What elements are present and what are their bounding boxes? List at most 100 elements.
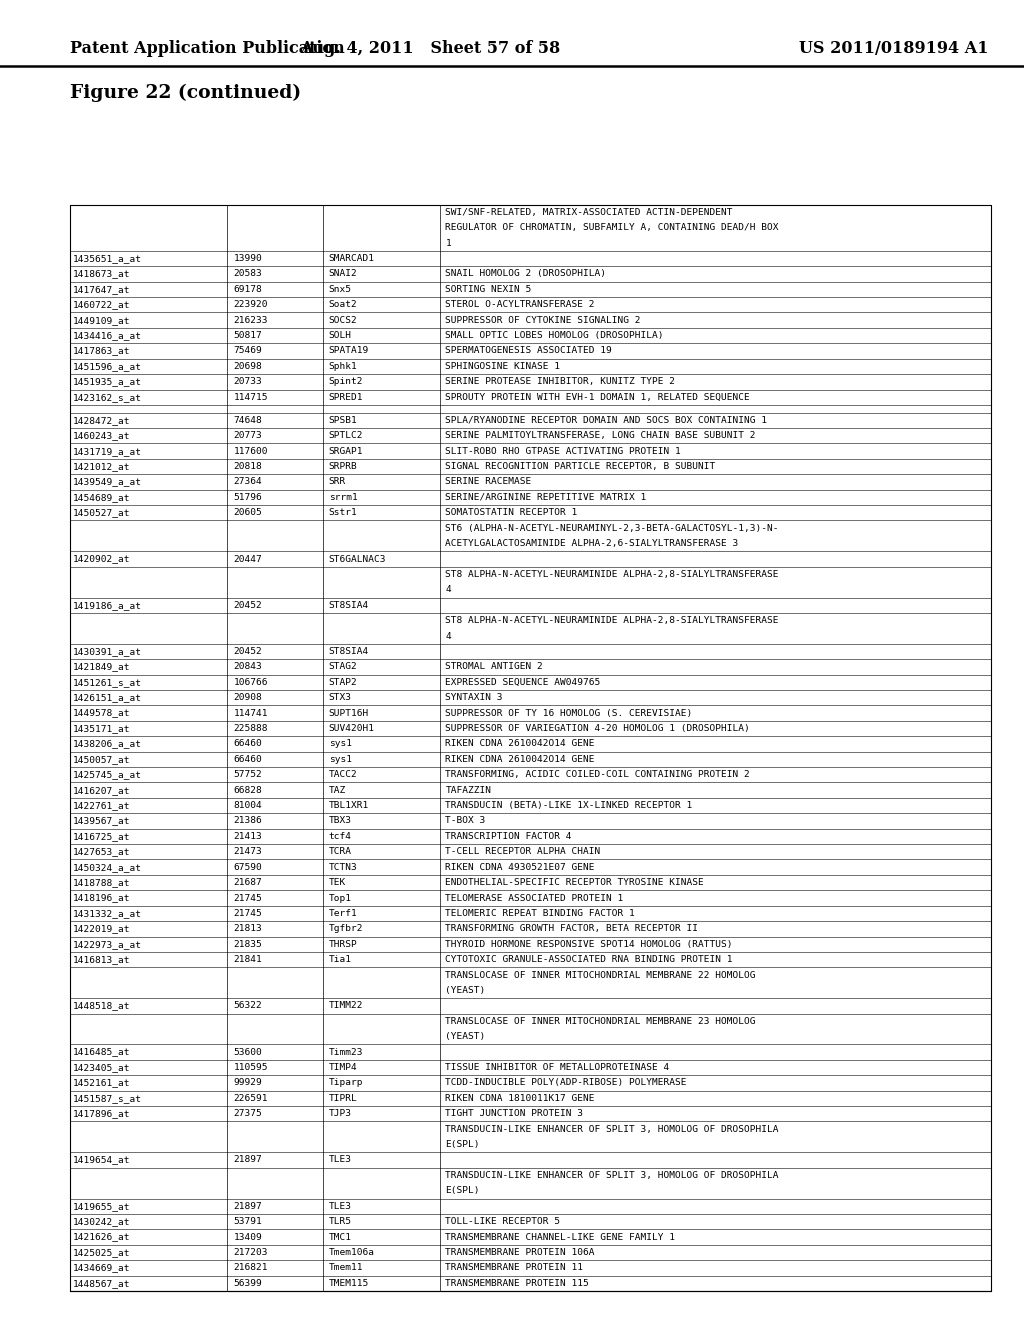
Bar — [70, 205, 991, 1291]
Text: 1422761_at: 1422761_at — [73, 801, 130, 810]
Text: Top1: Top1 — [329, 894, 351, 903]
Text: 1438206_a_at: 1438206_a_at — [73, 739, 141, 748]
Text: RIKEN CDNA 4930521E07 GENE: RIKEN CDNA 4930521E07 GENE — [445, 863, 595, 871]
Text: SIGNAL RECOGNITION PARTICLE RECEPTOR, B SUBUNIT: SIGNAL RECOGNITION PARTICLE RECEPTOR, B … — [445, 462, 716, 471]
Text: TRANSCRIPTION FACTOR 4: TRANSCRIPTION FACTOR 4 — [445, 832, 572, 841]
Text: 1428472_at: 1428472_at — [73, 416, 130, 425]
Text: Tgfbr2: Tgfbr2 — [329, 924, 364, 933]
Text: SOLH: SOLH — [329, 331, 351, 341]
Text: (YEAST): (YEAST) — [445, 986, 485, 995]
Text: 20447: 20447 — [233, 554, 262, 564]
Text: sys1: sys1 — [329, 755, 351, 764]
Text: (YEAST): (YEAST) — [445, 1032, 485, 1041]
Text: TCDD-INDUCIBLE POLY(ADP-RIBOSE) POLYMERASE: TCDD-INDUCIBLE POLY(ADP-RIBOSE) POLYMERA… — [445, 1078, 687, 1088]
Text: TACC2: TACC2 — [329, 771, 357, 779]
Text: RIKEN CDNA 1810011K17 GENE: RIKEN CDNA 1810011K17 GENE — [445, 1094, 595, 1102]
Text: sys1: sys1 — [329, 739, 351, 748]
Text: 1450527_at: 1450527_at — [73, 508, 130, 517]
Text: 21835: 21835 — [233, 940, 262, 949]
Text: STAG2: STAG2 — [329, 663, 357, 672]
Text: 1: 1 — [445, 239, 452, 248]
Text: SRGAP1: SRGAP1 — [329, 446, 364, 455]
Text: 223920: 223920 — [233, 300, 268, 309]
Text: 1439549_a_at: 1439549_a_at — [73, 478, 141, 487]
Text: 1419655_at: 1419655_at — [73, 1201, 130, 1210]
Text: TRANSDUCIN-LIKE ENHANCER OF SPLIT 3, HOMOLOG OF DROSOPHILA: TRANSDUCIN-LIKE ENHANCER OF SPLIT 3, HOM… — [445, 1171, 779, 1180]
Text: 56399: 56399 — [233, 1279, 262, 1288]
Text: Terf1: Terf1 — [329, 909, 357, 917]
Text: TBL1XR1: TBL1XR1 — [329, 801, 369, 810]
Text: TMEM115: TMEM115 — [329, 1279, 369, 1288]
Text: 1422019_at: 1422019_at — [73, 924, 130, 933]
Text: TRANSFORMING, ACIDIC COILED-COIL CONTAINING PROTEIN 2: TRANSFORMING, ACIDIC COILED-COIL CONTAIN… — [445, 771, 751, 779]
Text: ST6 (ALPHA-N-ACETYL-NEURAMINYL-2,3-BETA-GALACTOSYL-1,3)-N-: ST6 (ALPHA-N-ACETYL-NEURAMINYL-2,3-BETA-… — [445, 524, 779, 533]
Text: 66460: 66460 — [233, 739, 262, 748]
Text: RIKEN CDNA 2610042O14 GENE: RIKEN CDNA 2610042O14 GENE — [445, 755, 595, 764]
Text: 1452161_at: 1452161_at — [73, 1078, 130, 1088]
Text: 21841: 21841 — [233, 956, 262, 964]
Text: 114741: 114741 — [233, 709, 268, 718]
Text: SOCS2: SOCS2 — [329, 315, 357, 325]
Text: TLE3: TLE3 — [329, 1201, 351, 1210]
Text: 1417896_at: 1417896_at — [73, 1109, 130, 1118]
Text: 20452: 20452 — [233, 647, 262, 656]
Text: TRANSMEMBRANE PROTEIN 106A: TRANSMEMBRANE PROTEIN 106A — [445, 1247, 595, 1257]
Text: 1418788_at: 1418788_at — [73, 878, 130, 887]
Text: 1431332_a_at: 1431332_a_at — [73, 909, 141, 917]
Text: 1449578_at: 1449578_at — [73, 709, 130, 718]
Text: 1418673_at: 1418673_at — [73, 269, 130, 279]
Text: 57752: 57752 — [233, 771, 262, 779]
Text: Spint2: Spint2 — [329, 378, 364, 387]
Text: 51796: 51796 — [233, 492, 262, 502]
Text: Tmem106a: Tmem106a — [329, 1247, 375, 1257]
Text: 66828: 66828 — [233, 785, 262, 795]
Text: TRANSMEMBRANE PROTEIN 115: TRANSMEMBRANE PROTEIN 115 — [445, 1279, 589, 1288]
Text: Snx5: Snx5 — [329, 285, 351, 294]
Text: 1435651_a_at: 1435651_a_at — [73, 253, 141, 263]
Text: 1451596_a_at: 1451596_a_at — [73, 362, 141, 371]
Text: SUV420H1: SUV420H1 — [329, 723, 375, 733]
Text: ST8 ALPHA-N-ACETYL-NEURAMINIDE ALPHA-2,8-SIALYLTRANSFERASE: ST8 ALPHA-N-ACETYL-NEURAMINIDE ALPHA-2,8… — [445, 570, 779, 579]
Text: 1426151_a_at: 1426151_a_at — [73, 693, 141, 702]
Text: 81004: 81004 — [233, 801, 262, 810]
Text: SERINE RACEMASE: SERINE RACEMASE — [445, 478, 531, 487]
Text: 1451935_a_at: 1451935_a_at — [73, 378, 141, 387]
Text: SPTLC2: SPTLC2 — [329, 432, 364, 441]
Text: TEK: TEK — [329, 878, 346, 887]
Text: 1434416_a_at: 1434416_a_at — [73, 331, 141, 341]
Text: 13409: 13409 — [233, 1233, 262, 1242]
Text: SMARCAD1: SMARCAD1 — [329, 253, 375, 263]
Text: 1416485_at: 1416485_at — [73, 1048, 130, 1056]
Text: STROMAL ANTIGEN 2: STROMAL ANTIGEN 2 — [445, 663, 543, 672]
Text: 20583: 20583 — [233, 269, 262, 279]
Text: 67590: 67590 — [233, 863, 262, 871]
Text: US 2011/0189194 A1: US 2011/0189194 A1 — [799, 41, 988, 57]
Text: 1421626_at: 1421626_at — [73, 1233, 130, 1242]
Text: TRANSDUCIN-LIKE ENHANCER OF SPLIT 3, HOMOLOG OF DROSOPHILA: TRANSDUCIN-LIKE ENHANCER OF SPLIT 3, HOM… — [445, 1125, 779, 1134]
Text: 1423405_at: 1423405_at — [73, 1063, 130, 1072]
Text: TRANSLOCASE OF INNER MITOCHONDRIAL MEMBRANE 23 HOMOLOG: TRANSLOCASE OF INNER MITOCHONDRIAL MEMBR… — [445, 1016, 756, 1026]
Text: 1416207_at: 1416207_at — [73, 785, 130, 795]
Text: 27364: 27364 — [233, 478, 262, 487]
Text: 53791: 53791 — [233, 1217, 262, 1226]
Text: 75469: 75469 — [233, 346, 262, 355]
Text: 1427653_at: 1427653_at — [73, 847, 130, 857]
Text: SRPRB: SRPRB — [329, 462, 357, 471]
Text: 226591: 226591 — [233, 1094, 268, 1102]
Text: TRANSLOCASE OF INNER MITOCHONDRIAL MEMBRANE 22 HOMOLOG: TRANSLOCASE OF INNER MITOCHONDRIAL MEMBR… — [445, 970, 756, 979]
Text: T-BOX 3: T-BOX 3 — [445, 817, 485, 825]
Text: 20773: 20773 — [233, 432, 262, 441]
Text: 1460243_at: 1460243_at — [73, 432, 130, 441]
Text: TCTN3: TCTN3 — [329, 863, 357, 871]
Text: SPERMATOGENESIS ASSOCIATED 19: SPERMATOGENESIS ASSOCIATED 19 — [445, 346, 612, 355]
Text: 4: 4 — [445, 631, 452, 640]
Text: 1417647_at: 1417647_at — [73, 285, 130, 294]
Text: Timm23: Timm23 — [329, 1048, 364, 1056]
Text: 20452: 20452 — [233, 601, 262, 610]
Text: 20818: 20818 — [233, 462, 262, 471]
Text: TIGHT JUNCTION PROTEIN 3: TIGHT JUNCTION PROTEIN 3 — [445, 1109, 584, 1118]
Text: SUPPRESSOR OF TY 16 HOMOLOG (S. CEREVISIAE): SUPPRESSOR OF TY 16 HOMOLOG (S. CEREVISI… — [445, 709, 692, 718]
Text: SPATA19: SPATA19 — [329, 346, 369, 355]
Text: 1448518_at: 1448518_at — [73, 1002, 130, 1010]
Text: STEROL O-ACYLTRANSFERASE 2: STEROL O-ACYLTRANSFERASE 2 — [445, 300, 595, 309]
